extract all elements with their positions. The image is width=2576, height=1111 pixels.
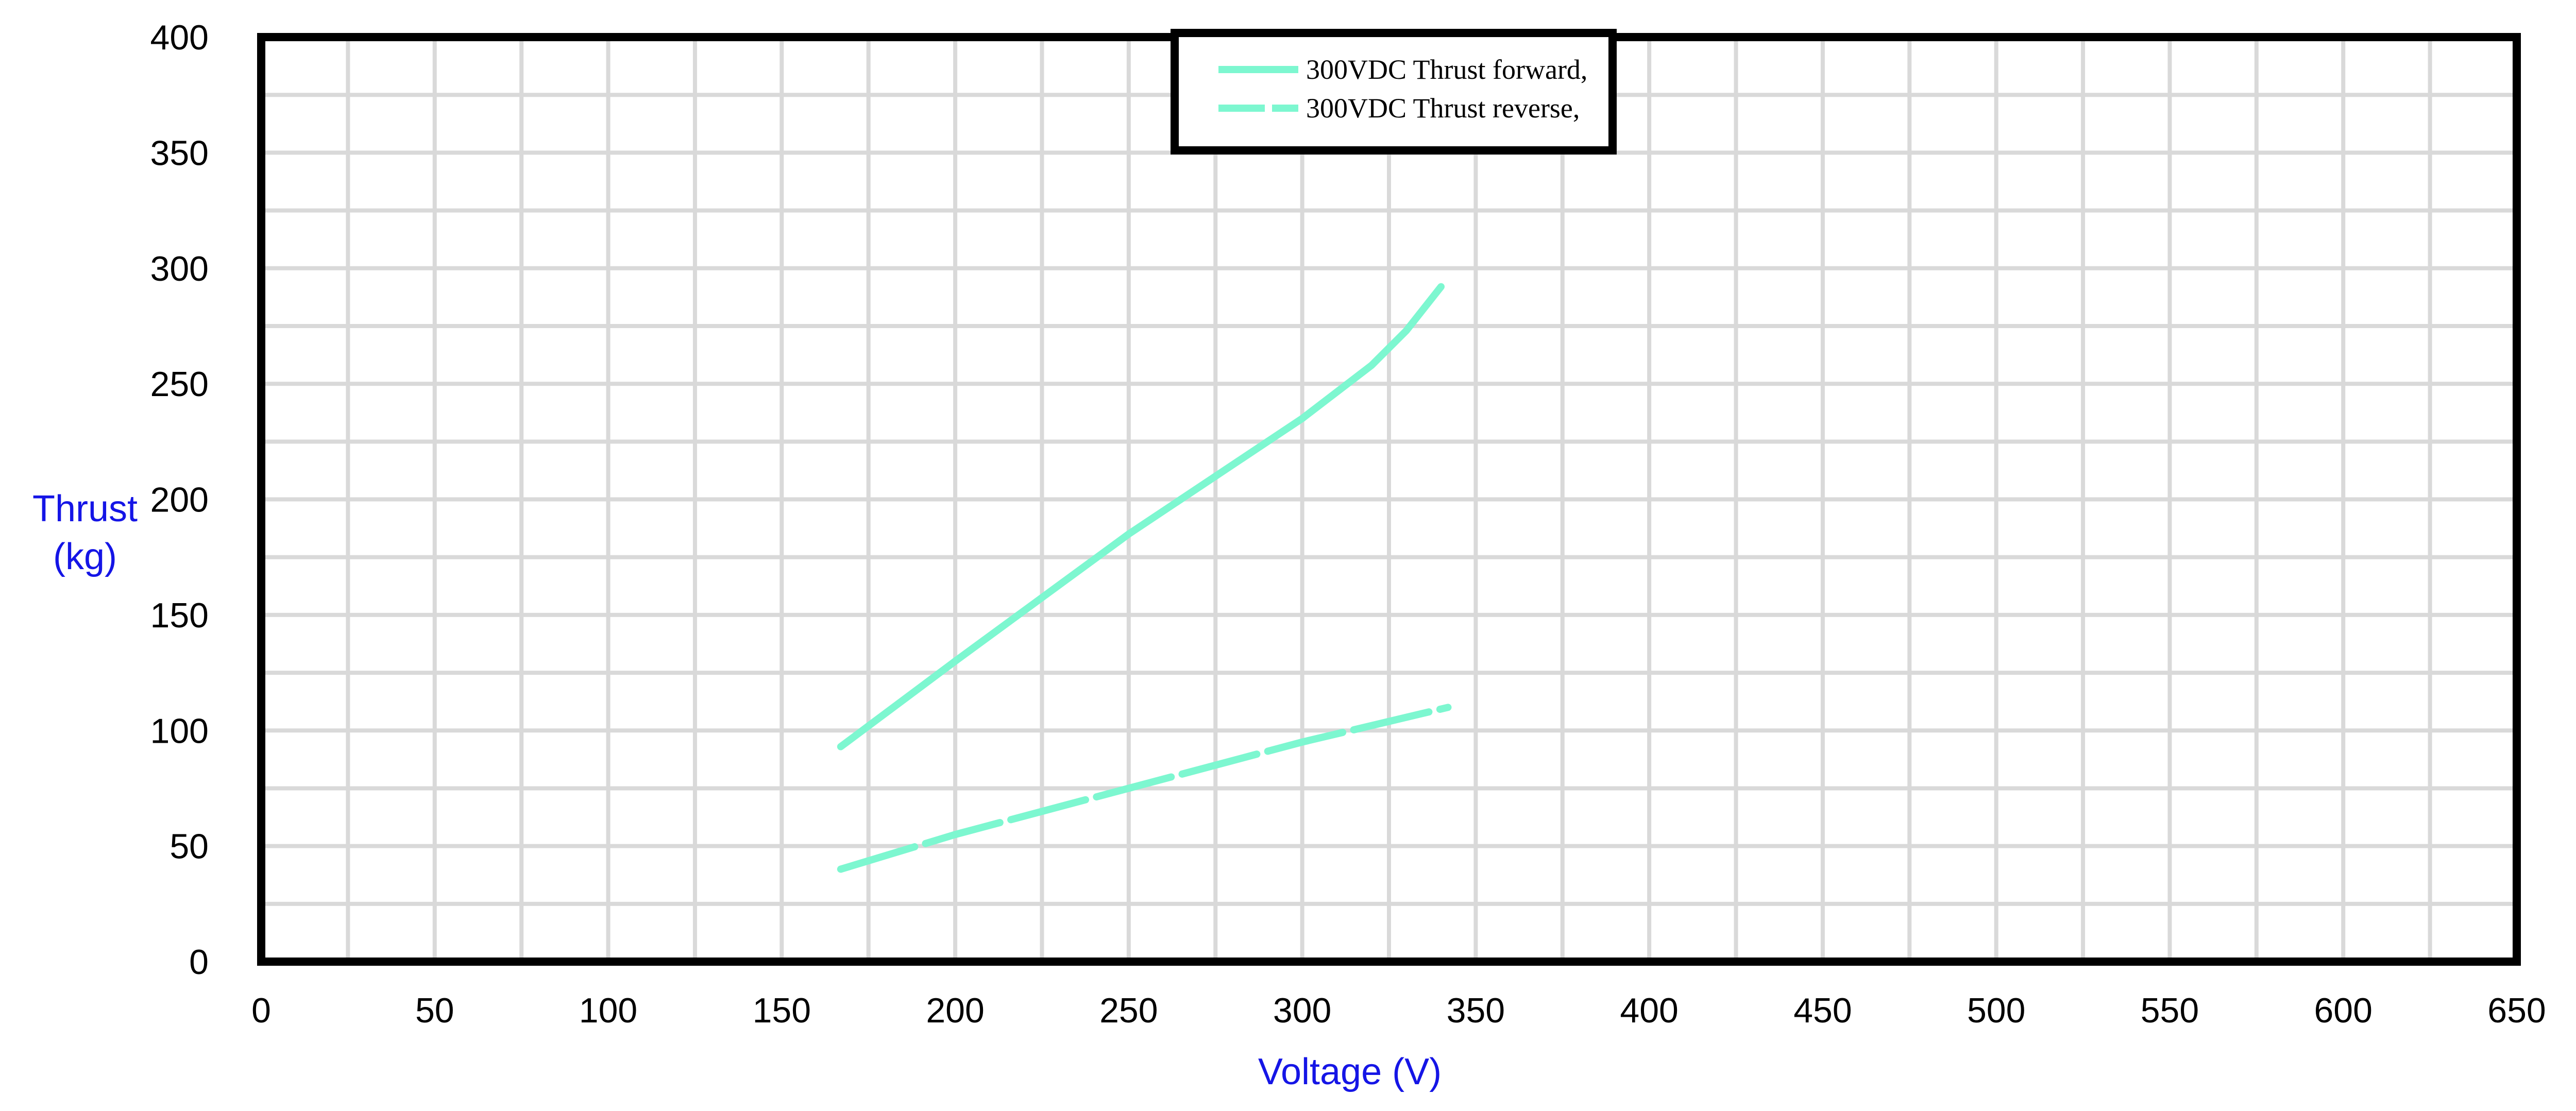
legend-label-forward: 300VDC Thrust forward, [1306, 54, 1587, 85]
x-axis-title: Voltage (V) [1258, 1051, 1442, 1092]
x-tick-label: 100 [579, 991, 637, 1030]
series-line-reverse [837, 704, 1452, 873]
x-tick-label: 0 [251, 991, 271, 1030]
y-tick-label: 100 [150, 711, 209, 750]
y-tick-label: 200 [150, 481, 209, 520]
tick-labels: 0 50 100 150 200 250 300 350 400 450 500 550 600 650 0… [150, 18, 2546, 1030]
y-tick-label: 300 [150, 249, 209, 288]
series-line-forward [837, 283, 1445, 750]
grid [261, 37, 2517, 962]
x-tick-label: 550 [2141, 991, 2199, 1030]
x-tick-label: 250 [1099, 991, 1158, 1030]
y-tick-label: 400 [150, 18, 209, 57]
x-tick-label: 400 [1620, 991, 1678, 1030]
x-tick-label: 650 [2487, 991, 2546, 1030]
x-tick-label: 600 [2314, 991, 2372, 1030]
y-tick-label: 0 [189, 943, 209, 982]
legend-label-reverse: 300VDC Thrust reverse, [1306, 93, 1580, 124]
y-axis-title-line-2: (kg) [53, 536, 117, 577]
y-tick-label: 50 [170, 827, 209, 866]
y-tick-label: 250 [150, 365, 209, 404]
legend: 300VDC Thrust forward, 300VDC Thrust rev… [1171, 29, 1617, 155]
x-tick-label: 450 [1793, 991, 1852, 1030]
y-axis-title-line-1: Thrust [32, 488, 138, 529]
x-tick-label: 500 [1967, 991, 2025, 1030]
x-tick-label: 200 [926, 991, 984, 1030]
y-tick-label: 150 [150, 596, 209, 635]
x-tick-label: 350 [1447, 991, 1505, 1030]
legend-box [1171, 29, 1617, 155]
series-lines [837, 283, 1452, 873]
x-tick-label: 50 [415, 991, 454, 1030]
x-tick-label: 300 [1273, 991, 1331, 1030]
x-tick-label: 150 [753, 991, 811, 1030]
y-tick-label: 350 [150, 133, 209, 173]
